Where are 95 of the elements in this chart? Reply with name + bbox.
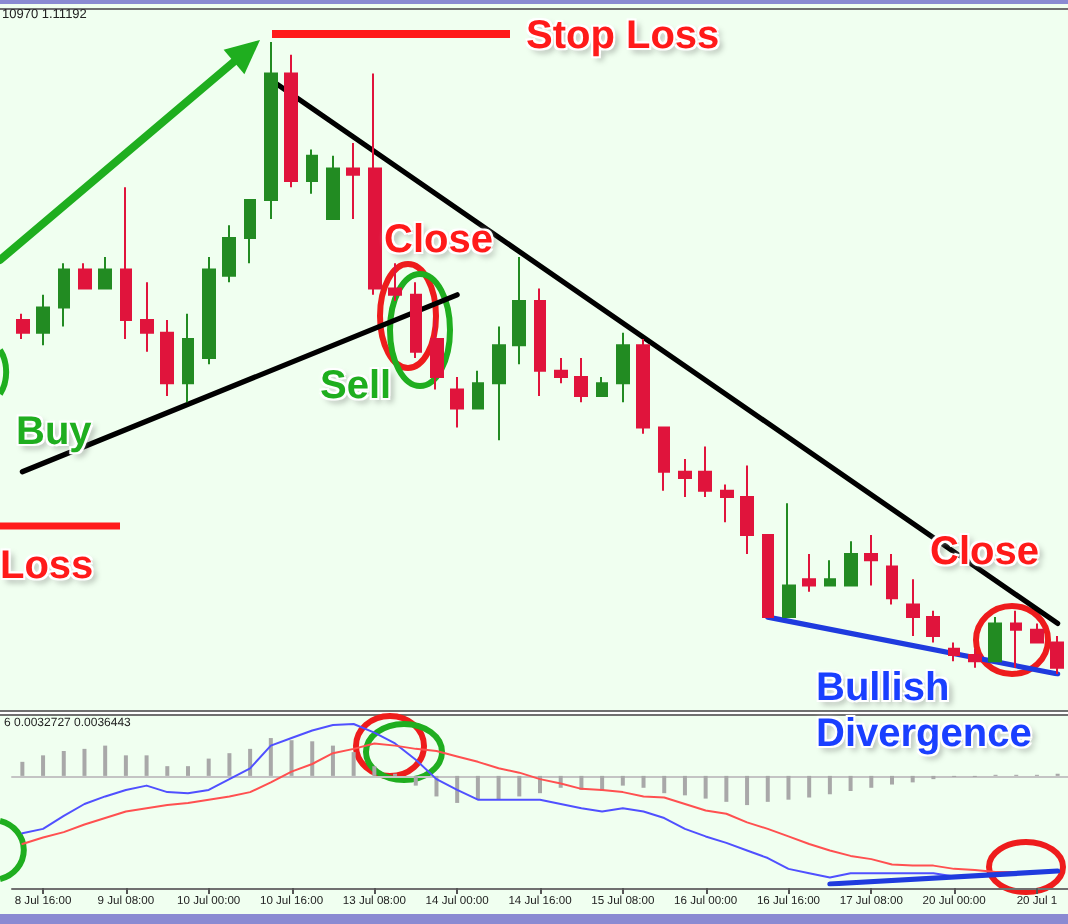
bar	[206, 758, 211, 776]
candlestick	[58, 262, 70, 328]
bar	[496, 775, 501, 800]
candlestick	[98, 255, 112, 290]
bar	[848, 775, 853, 792]
candlestick	[410, 281, 422, 359]
candlestick	[244, 199, 256, 265]
candlestick	[368, 72, 382, 296]
bar	[827, 775, 832, 795]
bar	[41, 755, 46, 776]
candlestick	[658, 426, 670, 492]
candlestick	[326, 154, 340, 220]
bar	[144, 755, 149, 776]
bar	[786, 775, 791, 800]
candlestick	[388, 262, 402, 303]
candlestick	[844, 540, 858, 587]
candlestick	[824, 559, 836, 587]
candlestick	[906, 578, 920, 638]
annotation: Sell	[320, 363, 392, 407]
bar	[869, 775, 874, 788]
candlestick	[762, 533, 774, 619]
bar	[186, 766, 190, 776]
bar	[807, 775, 812, 798]
bar	[165, 766, 170, 776]
candlestick	[202, 255, 216, 366]
candlestick	[720, 483, 734, 524]
candlestick	[450, 375, 464, 429]
bar	[227, 753, 232, 776]
bar	[910, 775, 915, 783]
bar	[372, 766, 377, 776]
candlestick	[284, 53, 298, 189]
candlestick	[886, 552, 898, 606]
candlestick	[1050, 635, 1064, 675]
candlestick	[698, 445, 712, 499]
candlestick	[306, 148, 318, 195]
candlestick	[636, 338, 650, 435]
candlestick	[78, 262, 92, 290]
candlestick	[120, 186, 132, 341]
bar	[745, 775, 750, 806]
bar	[310, 741, 315, 776]
candlestick	[140, 281, 154, 353]
bar	[289, 740, 294, 776]
candlestick	[492, 325, 506, 442]
bar	[620, 775, 625, 786]
candlestick	[222, 224, 236, 284]
bar	[475, 775, 480, 800]
bar	[351, 752, 356, 776]
candlestick	[596, 375, 608, 397]
candlestick	[512, 255, 526, 366]
bar	[248, 748, 253, 776]
candlestick	[802, 552, 816, 593]
candlestick	[948, 641, 960, 663]
candlestick	[16, 312, 30, 341]
bar	[703, 775, 708, 799]
candlestick	[740, 464, 754, 555]
bar	[413, 775, 418, 786]
candlestick	[864, 533, 878, 587]
candlestick	[1030, 622, 1044, 644]
bar	[662, 775, 667, 794]
candlestick	[554, 357, 568, 385]
bar	[123, 755, 128, 776]
candlestick	[574, 357, 588, 404]
candlestick	[1010, 609, 1022, 669]
candlestick	[926, 609, 940, 644]
annotation: Close	[384, 218, 493, 262]
bar	[330, 745, 335, 776]
annotation: Bullish Divergence	[816, 666, 1034, 758]
bar	[268, 738, 273, 776]
candlestick	[182, 312, 194, 404]
annotation: Buy	[16, 409, 92, 453]
candlestick	[430, 319, 444, 391]
candlestick	[782, 502, 796, 619]
candlestick	[616, 331, 630, 404]
bar	[641, 775, 646, 788]
annotation: Stop Loss	[526, 13, 720, 57]
candlestick	[264, 41, 278, 220]
candlestick	[472, 369, 484, 410]
bar	[890, 775, 894, 785]
bar	[20, 761, 25, 776]
bar	[517, 775, 522, 797]
candlestick	[36, 293, 50, 347]
candlestick	[988, 616, 1002, 663]
bar	[103, 745, 108, 776]
candlestick	[534, 287, 546, 397]
candlestick	[968, 647, 982, 669]
bar	[455, 775, 460, 803]
bar	[82, 748, 87, 776]
candlestick	[160, 319, 174, 397]
annotation: Loss	[0, 543, 94, 587]
bar	[765, 775, 770, 802]
bar	[724, 775, 729, 802]
candlestick	[678, 458, 692, 499]
bar	[61, 751, 66, 776]
candlestick	[346, 142, 360, 220]
bar	[682, 775, 687, 796]
